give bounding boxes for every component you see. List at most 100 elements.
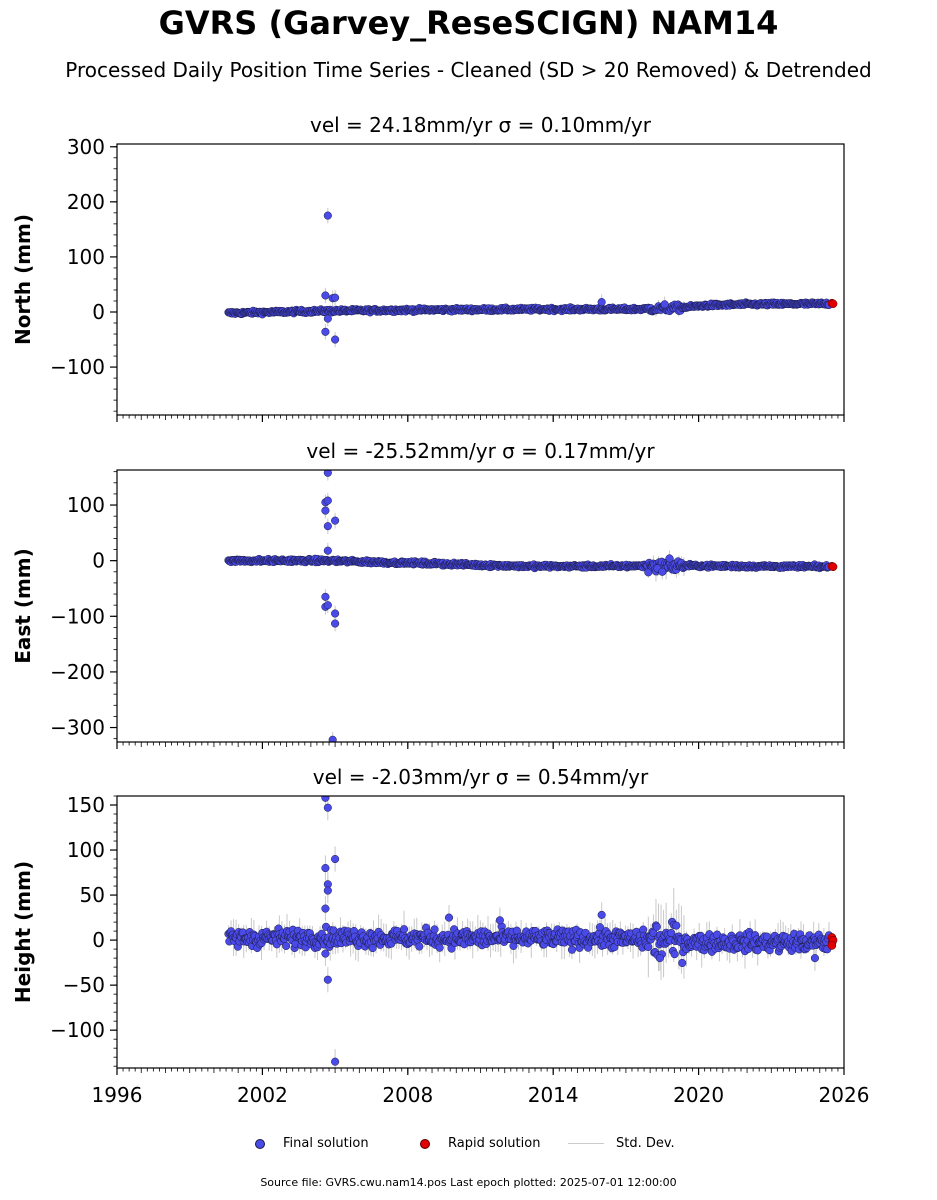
figure-subtitle: Processed Daily Position Time Series - C…	[65, 58, 872, 82]
y-tick-label: 150	[67, 793, 105, 817]
y-axis-label: Height (mm)	[11, 861, 35, 1003]
panel-1: 100 0 −100 −200 −300 vel = -25.52mm/yr σ = 0.…	[11, 439, 845, 749]
final-solution-point	[331, 619, 340, 628]
axes-frame	[116, 143, 845, 416]
y-tick-label: 50	[80, 883, 105, 907]
legend-item-final: Final solution	[255, 1136, 369, 1151]
final-solution-point	[323, 522, 332, 531]
final-solution-point	[331, 335, 340, 344]
final-solution-point	[323, 211, 332, 220]
final-solution-point	[644, 942, 653, 951]
final-solution-point	[321, 592, 330, 601]
final-solution-point	[597, 298, 606, 307]
x-tick-label: 1996	[92, 1083, 143, 1107]
y-tick-label: −200	[50, 660, 105, 684]
plot-area	[224, 207, 838, 348]
final-solution-point	[660, 300, 669, 309]
y-tick-label: 300	[67, 135, 105, 159]
final-solution-point	[652, 922, 661, 931]
y-tick-label: 0	[92, 300, 105, 324]
rapid-solution-point	[828, 562, 838, 572]
final-solution-point	[435, 943, 444, 952]
final-solution-point	[567, 945, 577, 954]
rapid-solution-marker-icon	[420, 1138, 430, 1149]
final-solution-point	[328, 735, 337, 742]
y-tick-label: 0	[92, 549, 105, 573]
final-solution-point	[321, 949, 330, 958]
final-solution-point	[667, 928, 676, 938]
panel-title: vel = -2.03mm/yr σ = 0.54mm/yr	[313, 765, 649, 789]
final-solution-point	[323, 496, 332, 505]
source-footer: Source file: GVRS.cwu.nam14.pos Last epo…	[260, 1176, 677, 1189]
y-tick-label: −100	[50, 355, 105, 379]
std-dev-line-icon	[568, 1143, 604, 1144]
x-tick-label: 2026	[819, 1083, 870, 1107]
final-solution-point	[321, 904, 330, 913]
y-tick-label: −300	[50, 716, 105, 740]
final-solution-point	[323, 975, 332, 984]
legend-item-std: Std. Dev.	[568, 1136, 675, 1151]
legend-item-rapid: Rapid solution	[420, 1136, 540, 1151]
y-axis-label: North (mm)	[11, 214, 35, 345]
y-tick-label: 0	[92, 928, 105, 952]
y-axis-label: East (mm)	[11, 548, 35, 664]
final-solution-point	[655, 954, 664, 963]
final-solution-point	[282, 941, 291, 951]
legend-label-final: Final solution	[283, 1136, 369, 1151]
panel-title: vel = -25.52mm/yr σ = 0.17mm/yr	[306, 439, 655, 463]
legend: Final solution Rapid solution Std. Dev.	[0, 1136, 937, 1160]
panel-title: vel = 24.18mm/yr σ = 0.10mm/yr	[310, 113, 652, 137]
final-solution-point	[331, 854, 340, 864]
final-solution-point	[415, 942, 424, 951]
final-solution-point	[399, 925, 409, 934]
final-solution-point	[323, 314, 332, 323]
y-tick-label: 100	[67, 838, 105, 862]
final-solution-point	[323, 546, 332, 555]
final-solution-point	[321, 327, 330, 336]
final-solution-point	[670, 950, 679, 959]
final-solution-point	[495, 916, 504, 925]
panel-2: 150 100 50 0 −50 −100 1996 2002 2008 2014 2020 2026…	[11, 765, 869, 1107]
final-solution-point	[678, 958, 687, 968]
x-tick-label: 2002	[237, 1083, 288, 1107]
final-solution-point	[368, 944, 377, 953]
x-tick-label: 2014	[528, 1083, 579, 1107]
final-solution-point	[665, 554, 674, 563]
y-tick-label: 200	[67, 190, 105, 214]
final-solution-point	[597, 910, 606, 919]
final-solution-point	[331, 293, 340, 302]
final-solution-point	[323, 886, 332, 895]
y-tick-label: −100	[50, 1018, 105, 1042]
y-tick-label: −50	[63, 973, 105, 997]
plot-area	[224, 796, 838, 1068]
final-solution-point	[444, 913, 454, 922]
final-solution-point	[321, 796, 330, 802]
y-tick-label: −100	[50, 604, 105, 628]
rapid-solution-point	[828, 299, 838, 308]
final-solution-point	[595, 923, 605, 932]
final-solution-point	[331, 609, 340, 618]
x-tick-label: 2020	[673, 1083, 724, 1107]
panel-0: 300 200 100 0 −100 vel = 24.18mm/yr σ = 0.10m…	[11, 113, 845, 422]
final-solution-point	[331, 1057, 340, 1066]
final-solution-point	[321, 506, 330, 515]
final-solution-point	[323, 803, 332, 812]
final-solution-point	[658, 567, 667, 576]
rapid-solution-point	[827, 941, 837, 950]
final-solution-point	[321, 291, 330, 300]
figure-title: GVRS (Garvey_ReseSCIGN) NAM14	[158, 4, 779, 42]
final-solution-marker-icon	[255, 1138, 265, 1149]
legend-label-std: Std. Dev.	[616, 1136, 675, 1151]
final-solution-point	[430, 925, 439, 934]
final-solution-point	[321, 864, 330, 873]
plot-area	[224, 470, 838, 742]
final-solution-point	[323, 470, 332, 477]
final-solution-point	[323, 601, 332, 610]
y-tick-label: 100	[67, 245, 105, 269]
final-solution-point	[672, 921, 681, 930]
y-tick-label: 100	[67, 493, 105, 517]
final-solution-point	[810, 954, 819, 963]
x-tick-label: 2008	[382, 1083, 433, 1107]
legend-label-rapid: Rapid solution	[448, 1136, 541, 1151]
